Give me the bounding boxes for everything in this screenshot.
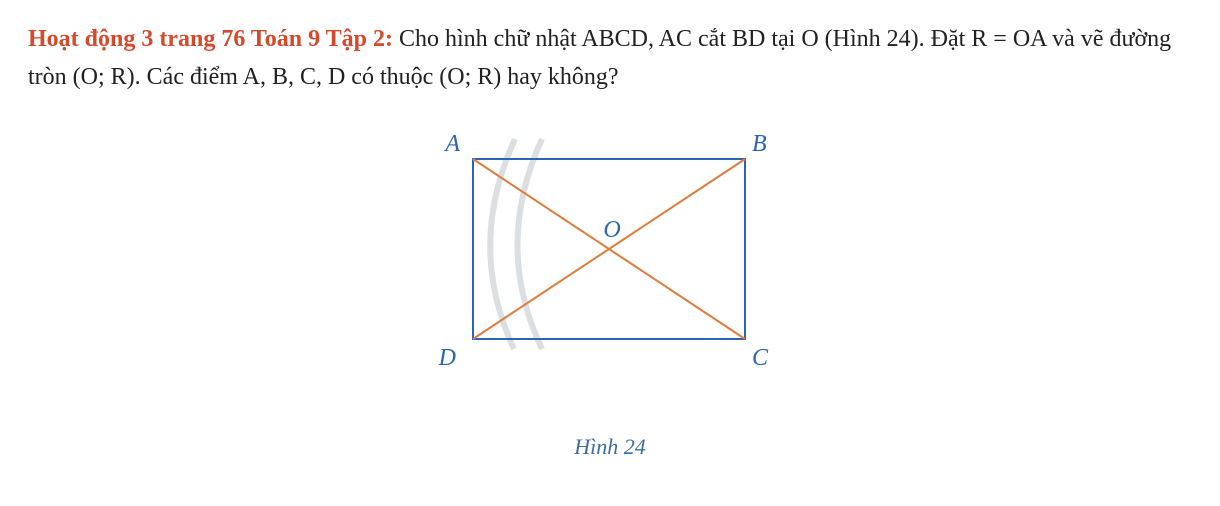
figure-caption: Hình 24 <box>28 429 1192 464</box>
vertex-label-d: D <box>438 345 456 371</box>
activity-heading: Hoạt động 3 trang 76 Toán 9 Tập 2: <box>28 26 393 52</box>
vertex-label-c: C <box>752 345 769 371</box>
problem-text: Hoạt động 3 trang 76 Toán 9 Tập 2: Cho h… <box>28 20 1192 97</box>
watermark-arc <box>518 139 543 349</box>
figure-container: A B C D O Hình 24 <box>28 121 1192 469</box>
rectangle-diagram: A B C D O <box>410 121 810 421</box>
watermark-arc <box>490 139 515 349</box>
vertex-label-b: B <box>752 131 767 157</box>
vertex-label-a: A <box>443 131 460 157</box>
center-label-o: O <box>603 217 620 243</box>
